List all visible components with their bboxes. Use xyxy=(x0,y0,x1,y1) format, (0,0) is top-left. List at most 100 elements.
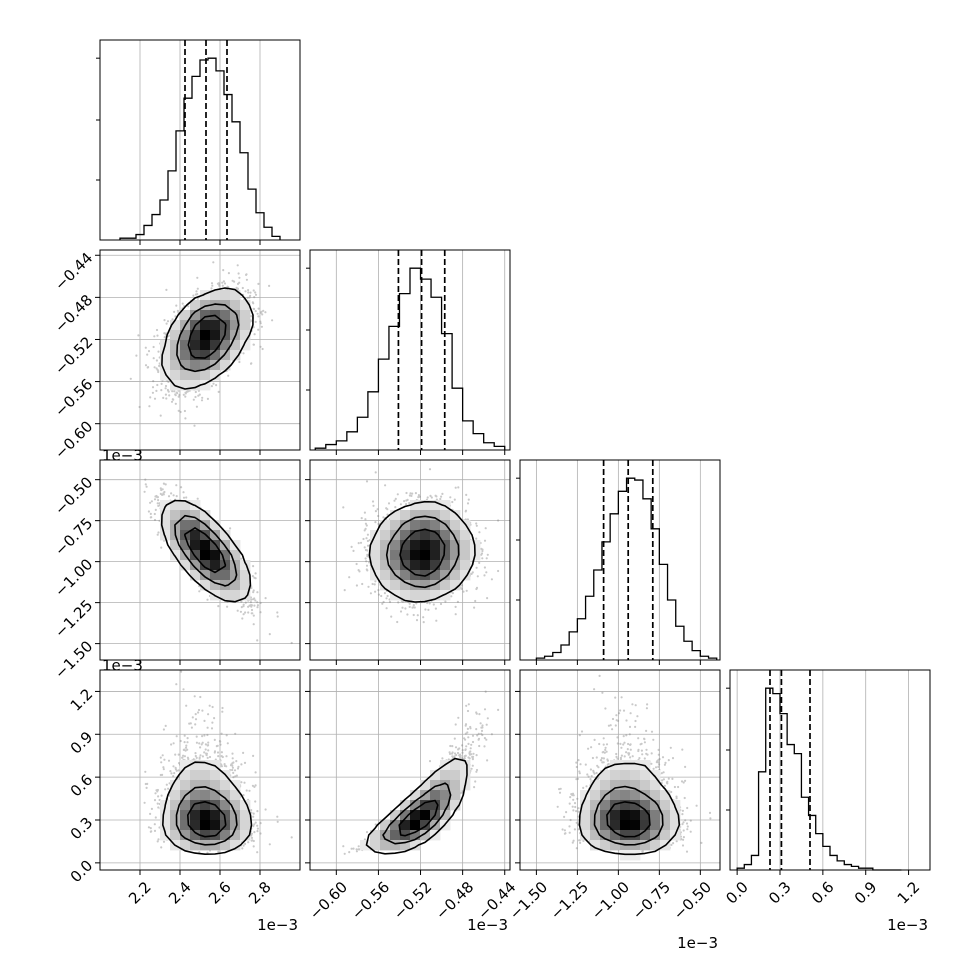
density-cell xyxy=(180,840,191,851)
density-cell xyxy=(240,810,251,821)
density-cell xyxy=(180,500,191,511)
density-cell xyxy=(580,820,591,831)
x-tick-label: −0.52 xyxy=(390,878,435,923)
density-cell xyxy=(190,840,201,851)
density-cell xyxy=(200,830,211,841)
density-cell xyxy=(650,800,661,811)
density-cell xyxy=(420,820,431,831)
density-cell xyxy=(220,290,231,301)
density-cell xyxy=(170,800,181,811)
density-cell xyxy=(160,510,171,521)
density-cell xyxy=(180,350,191,361)
density-cell xyxy=(430,510,441,521)
density-cell xyxy=(640,830,651,841)
y-tick-label: 1.2 xyxy=(67,685,97,715)
density-cell xyxy=(450,580,461,591)
grid xyxy=(139,40,261,240)
density-cell xyxy=(240,580,251,591)
density-cell xyxy=(410,510,421,521)
density-cell xyxy=(380,560,391,571)
density-cell xyxy=(170,780,181,791)
y-tick-label: −0.60 xyxy=(51,417,96,462)
density-cell xyxy=(210,330,221,341)
panel-content xyxy=(143,478,293,645)
density-cell xyxy=(200,790,211,801)
tick-marks xyxy=(95,479,261,665)
density-cell xyxy=(400,530,411,541)
density-cell xyxy=(220,830,231,841)
density-cell xyxy=(390,840,401,851)
grid xyxy=(100,460,300,660)
contour-line xyxy=(365,757,468,855)
density-cell xyxy=(600,800,611,811)
density-cell xyxy=(180,520,191,531)
density-cell xyxy=(210,570,221,581)
density-cell xyxy=(190,780,201,791)
density-cell xyxy=(630,780,641,791)
density-cell xyxy=(160,820,171,831)
density-cell xyxy=(190,510,201,521)
density-cell xyxy=(230,300,241,311)
density-cell xyxy=(370,840,381,851)
density-cell xyxy=(200,350,211,361)
contour-line xyxy=(184,527,227,574)
contour-line xyxy=(593,785,664,846)
density-cell xyxy=(190,340,201,351)
density-cell xyxy=(640,770,651,781)
density-cell xyxy=(160,360,171,371)
density-cell xyxy=(650,820,661,831)
density-cell xyxy=(180,780,191,791)
density-cell xyxy=(650,830,661,841)
hist-panel xyxy=(516,459,721,665)
density-cell xyxy=(190,530,201,541)
density-cell xyxy=(200,330,211,341)
density-cell xyxy=(180,760,191,771)
density-cell xyxy=(580,810,591,821)
contour-line xyxy=(175,786,238,846)
axes-frame xyxy=(309,669,511,871)
density-cell xyxy=(650,790,661,801)
density-cell xyxy=(660,810,671,821)
density-cell xyxy=(190,300,201,311)
density-cell xyxy=(190,520,201,531)
histogram-step xyxy=(119,57,281,240)
y-tick-label: −0.56 xyxy=(51,375,96,420)
density-cell xyxy=(370,540,381,551)
density-cell xyxy=(430,550,441,561)
density-cell xyxy=(230,340,241,351)
density-cell xyxy=(240,310,251,321)
density-cell xyxy=(170,370,181,381)
density-cell xyxy=(650,770,661,781)
density-cell xyxy=(420,580,431,591)
density-cell xyxy=(420,530,431,541)
density-cell xyxy=(240,590,251,601)
density-cell xyxy=(180,380,191,391)
density-cell xyxy=(390,540,401,551)
density-cell xyxy=(200,810,211,821)
density-cell xyxy=(640,800,651,811)
density-cell xyxy=(200,300,211,311)
scatter-panel xyxy=(305,459,511,665)
x-offset-label: 1e−3 xyxy=(257,916,298,934)
density-cell xyxy=(420,510,431,521)
density-cell xyxy=(410,520,421,531)
density-cell xyxy=(410,550,421,561)
tick-marks xyxy=(306,267,506,455)
density-cell xyxy=(400,800,411,811)
density-cell xyxy=(200,760,211,771)
density-cell xyxy=(580,790,591,801)
density-cell xyxy=(400,540,411,551)
density-cell xyxy=(610,830,621,841)
density-cell xyxy=(430,560,441,571)
density-cell xyxy=(180,820,191,831)
y-tick-label: −0.50 xyxy=(51,473,96,518)
contour-line xyxy=(398,799,439,837)
density-cell xyxy=(440,510,451,521)
density-cell xyxy=(640,780,651,791)
density-cell xyxy=(200,580,211,591)
density-cell xyxy=(400,550,411,561)
density-cell xyxy=(430,590,441,601)
density-cell xyxy=(400,820,411,831)
density-cell xyxy=(230,310,241,321)
density-cell xyxy=(420,830,431,841)
